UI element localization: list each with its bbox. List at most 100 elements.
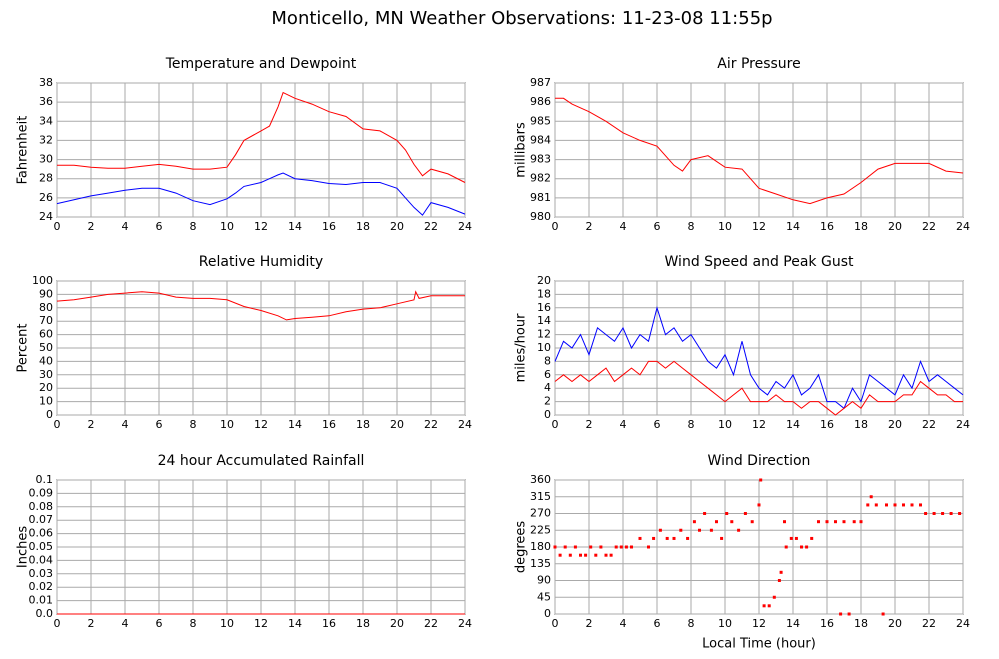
data-point — [817, 520, 820, 524]
y-axis-label: miles/hour — [514, 313, 529, 382]
data-point — [647, 545, 650, 549]
x-tick-label: 20 — [390, 617, 404, 630]
x-tick-label: 10 — [220, 418, 234, 431]
x-tick-label: 22 — [922, 617, 936, 630]
x-tick-label: 24 — [458, 418, 472, 431]
x-tick-label: 18 — [854, 617, 868, 630]
x-tick-label: 4 — [620, 220, 627, 233]
x-tick-label: 4 — [620, 617, 627, 630]
data-point — [834, 520, 837, 524]
data-point — [810, 536, 814, 540]
data-point — [638, 536, 642, 540]
data-point — [692, 520, 696, 524]
data-point — [568, 553, 572, 557]
data-point — [665, 536, 669, 540]
data-point — [609, 553, 613, 557]
x-tick-label: 16 — [820, 418, 834, 431]
data-point — [885, 503, 888, 507]
y-tick-label: 0.01 — [29, 594, 54, 607]
data-point — [619, 545, 623, 549]
x-tick-label: 10 — [220, 617, 234, 630]
data-line — [57, 91, 466, 183]
x-tick-label: 14 — [786, 418, 800, 431]
data-point — [789, 536, 793, 540]
data-point — [874, 503, 878, 507]
data-point — [720, 536, 724, 540]
y-tick-label: 0.07 — [29, 513, 54, 526]
x-tick-label: 0 — [54, 617, 61, 630]
data-point — [847, 612, 851, 616]
x-tick-label: 20 — [390, 418, 404, 431]
data-line — [56, 172, 466, 216]
y-tick-label: 10 — [39, 395, 53, 408]
x-tick-label: 24 — [956, 418, 970, 431]
x-tick-label: 12 — [254, 418, 268, 431]
y-axis-label: millibars — [514, 122, 529, 178]
x-tick-label: 20 — [888, 220, 902, 233]
data-point — [679, 528, 683, 532]
data-point — [630, 545, 633, 549]
x-tick-label: 0 — [552, 220, 559, 233]
y-tick-label: 0.03 — [29, 567, 54, 580]
x-tick-label: 22 — [424, 617, 438, 630]
data-point — [658, 528, 662, 532]
x-tick-label: 8 — [688, 220, 695, 233]
x-tick-label: 12 — [254, 220, 268, 233]
y-tick-label: 4 — [544, 381, 551, 394]
y-axis-label: degrees — [514, 521, 529, 574]
x-tick-label: 0 — [54, 418, 61, 431]
x-tick-label: 16 — [820, 220, 834, 233]
y-tick-label: 981 — [530, 191, 551, 204]
y-tick-label: 315 — [530, 490, 551, 503]
y-tick-label: 50 — [39, 341, 53, 354]
y-tick-label: 986 — [530, 95, 551, 108]
data-point — [949, 512, 953, 515]
x-tick-label: 8 — [190, 617, 197, 630]
x-tick-label: 16 — [322, 418, 336, 431]
data-point — [941, 512, 945, 515]
plot-title: Temperature and Dewpoint — [165, 56, 357, 72]
x-tick-label: 8 — [688, 418, 695, 431]
x-tick-label: 8 — [688, 617, 695, 630]
x-tick-label: 6 — [654, 220, 661, 233]
x-tick-label: 16 — [322, 617, 336, 630]
data-point — [624, 545, 628, 549]
plot-title: Wind Speed and Peak Gust — [665, 254, 854, 270]
y-tick-label: 26 — [39, 191, 53, 204]
y-tick-label: 10 — [537, 341, 551, 354]
y-tick-label: 0 — [46, 408, 53, 421]
data-point — [757, 503, 761, 507]
x-tick-label: 18 — [356, 418, 370, 431]
data-point — [614, 545, 618, 549]
y-tick-label: 270 — [530, 507, 551, 520]
data-point — [573, 545, 577, 549]
data-point — [842, 520, 846, 524]
x-tick-label: 10 — [718, 220, 732, 233]
x-tick-label: 16 — [322, 220, 336, 233]
plot-title: Wind Direction — [708, 453, 811, 469]
data-point — [589, 545, 593, 549]
y-tick-label: 18 — [537, 287, 551, 300]
y-tick-label: 45 — [537, 590, 551, 603]
data-point — [715, 520, 718, 524]
y-tick-label: 8 — [544, 354, 551, 367]
y-tick-label: 90 — [39, 287, 53, 300]
x-tick-label: 14 — [288, 220, 302, 233]
y-tick-label: 984 — [530, 133, 551, 146]
x-tick-label: 6 — [156, 617, 163, 630]
x-tick-label: 24 — [458, 617, 472, 630]
x-tick-label: 2 — [586, 220, 593, 233]
y-tick-label: 40 — [39, 354, 53, 367]
data-point — [932, 512, 936, 515]
y-tick-label: 135 — [530, 557, 551, 570]
y-tick-label: 0.05 — [29, 540, 54, 553]
y-tick-label: 70 — [39, 314, 53, 327]
x-tick-label: 0 — [54, 220, 61, 233]
x-tick-label: 18 — [356, 220, 370, 233]
data-point — [579, 553, 582, 557]
x-tick-label: 20 — [888, 617, 902, 630]
y-tick-label: 12 — [537, 328, 551, 341]
plot-title: Relative Humidity — [199, 254, 323, 270]
x-tick-label: 10 — [220, 220, 234, 233]
